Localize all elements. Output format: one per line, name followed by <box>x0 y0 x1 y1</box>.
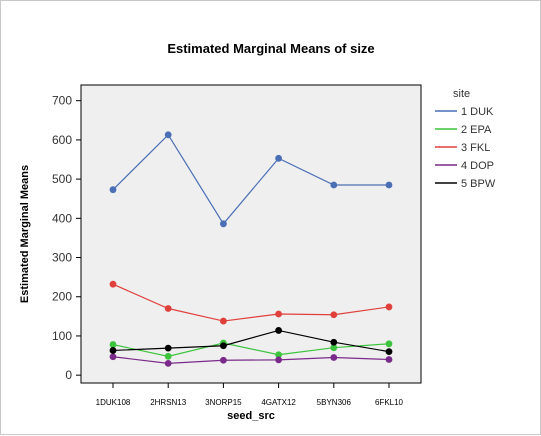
y-tick-label: 700 <box>52 94 72 108</box>
data-point <box>330 181 338 189</box>
y-tick-label: 100 <box>52 329 72 343</box>
data-point <box>220 342 227 350</box>
data-point <box>164 352 172 360</box>
series-group <box>109 131 393 367</box>
x-axis: 1DUK108 2HRSN13 3NORP15 4GATX12 5BYN306 6FKL1… <box>96 383 404 407</box>
data-point <box>109 347 117 354</box>
data-point <box>385 348 393 356</box>
x-tick-label: 1DUK108 <box>96 398 131 407</box>
data-point <box>385 356 393 363</box>
data-point <box>164 131 172 139</box>
data-point <box>220 356 227 364</box>
data-point <box>330 354 338 361</box>
series-line <box>112 283 390 322</box>
data-point <box>220 220 227 228</box>
y-axis: 0 100 200 300 400 500 600 700 <box>52 94 81 382</box>
data-point <box>275 356 282 364</box>
data-point <box>385 303 393 311</box>
x-tick-label: 6FKL10 <box>375 398 404 407</box>
data-point <box>164 344 172 352</box>
legend-entry: 1 DUK <box>461 106 494 118</box>
data-point <box>275 351 282 359</box>
y-tick-label: 400 <box>52 211 72 225</box>
x-tick-label: 3NORP15 <box>205 398 242 407</box>
series-line <box>112 133 389 225</box>
data-point <box>109 280 117 288</box>
data-point <box>109 186 117 194</box>
data-point <box>275 310 282 318</box>
series-line <box>112 329 390 353</box>
data-point <box>109 341 117 348</box>
chart-title: Estimated Marginal Means of size <box>167 41 374 56</box>
y-tick-label: 300 <box>52 251 72 265</box>
data-point <box>164 359 172 367</box>
y-tick-label: 600 <box>52 133 72 147</box>
x-tick-label: 5BYN306 <box>317 398 352 407</box>
legend-entry: 2 EPA <box>461 124 492 136</box>
y-tick-label: 200 <box>52 290 72 304</box>
data-point <box>275 154 282 162</box>
legend-title: site <box>453 88 470 100</box>
data-point <box>330 338 338 346</box>
data-point <box>330 311 338 319</box>
plot-area <box>80 84 422 384</box>
legend-entry: 3 FKL <box>461 142 490 154</box>
series-line <box>112 342 390 357</box>
data-point <box>220 317 227 325</box>
data-point <box>164 305 172 312</box>
data-point <box>275 327 282 334</box>
legend-entry: 4 DOP <box>461 160 494 172</box>
data-point <box>330 344 338 352</box>
x-tick-label: 2HRSN13 <box>150 398 187 407</box>
legend: site 1 DUK 2 EPA 3 FKL 4 DOP 5 BPW <box>435 88 496 190</box>
data-point <box>385 340 393 348</box>
y-tick-label: 500 <box>52 172 72 186</box>
data-point <box>109 353 117 361</box>
x-axis-label: seed_src <box>227 410 275 422</box>
y-axis-label: Estimated Marginal Means <box>19 165 31 303</box>
y-tick-label: 0 <box>65 368 72 382</box>
x-tick-label: 4GATX12 <box>261 398 296 407</box>
legend-entry: 5 BPW <box>461 178 496 190</box>
data-point <box>385 181 393 189</box>
series-line <box>112 356 390 364</box>
